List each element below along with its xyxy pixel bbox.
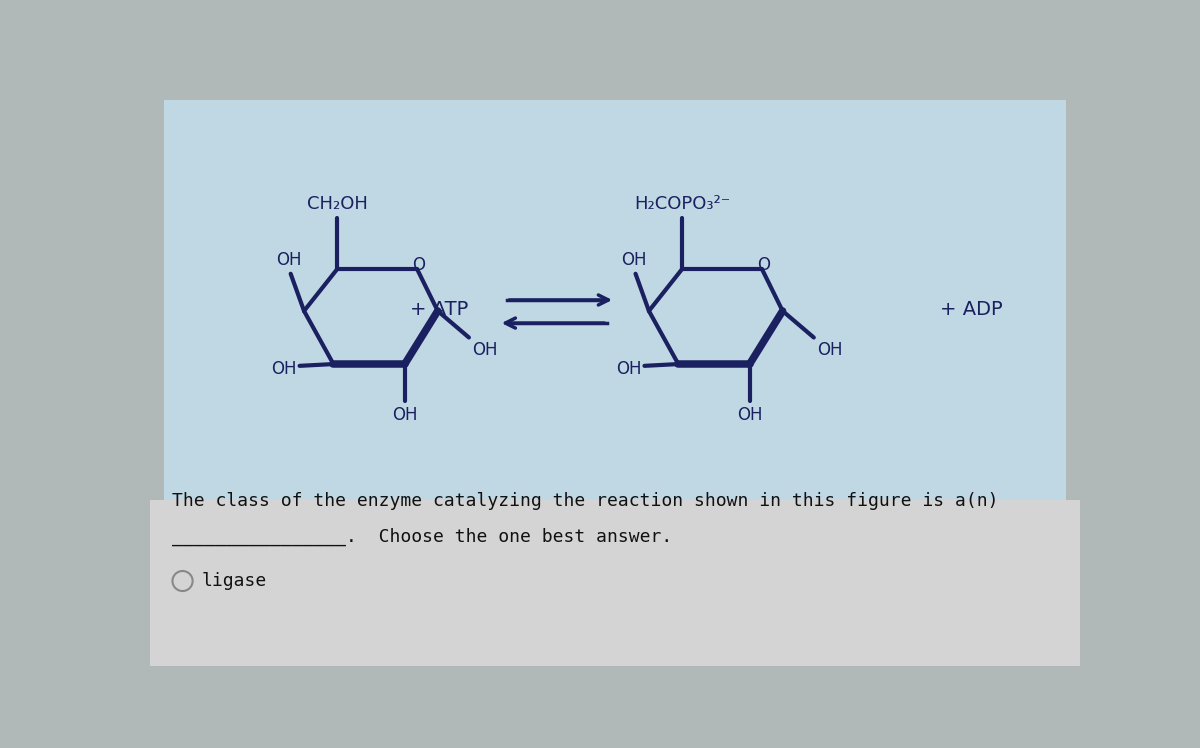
Text: CH₂OH: CH₂OH <box>306 195 367 213</box>
Text: OH: OH <box>737 406 762 424</box>
Text: OH: OH <box>472 340 498 358</box>
Text: OH: OH <box>276 251 302 269</box>
Text: O: O <box>413 256 425 274</box>
Text: OH: OH <box>622 251 647 269</box>
Text: OH: OH <box>392 406 418 424</box>
Text: OH: OH <box>616 360 641 378</box>
Text: OH: OH <box>817 340 842 358</box>
Text: ligase: ligase <box>202 572 266 590</box>
Text: OH: OH <box>271 360 296 378</box>
Text: + ATP: + ATP <box>409 300 468 319</box>
Text: O: O <box>757 256 770 274</box>
Text: The class of the enzyme catalyzing the reaction shown in this figure is a(n): The class of the enzyme catalyzing the r… <box>172 492 998 510</box>
Text: ________________.  Choose the one best answer.: ________________. Choose the one best an… <box>172 528 672 546</box>
FancyBboxPatch shape <box>164 99 1066 515</box>
Text: + ADP: + ADP <box>941 300 1003 319</box>
FancyBboxPatch shape <box>150 500 1080 666</box>
Text: H₂COPO₃²⁻: H₂COPO₃²⁻ <box>634 195 730 213</box>
